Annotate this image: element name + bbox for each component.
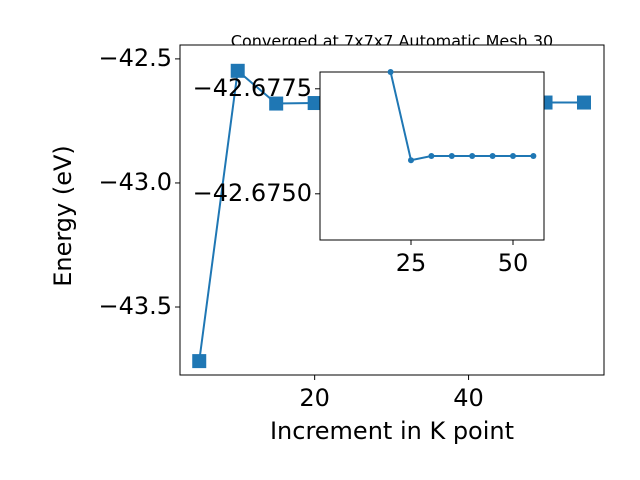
marker [307,96,322,111]
marker [448,153,455,159]
x-tick-label: 20 [299,384,330,412]
series-line [389,71,534,162]
x-axis-label: Increment in K point [270,417,514,445]
y-tick-label: −42.6750 [193,179,312,207]
marker [192,354,207,369]
marker [469,153,476,159]
y-tick-label: −42.5 [98,44,172,72]
marker [428,153,435,159]
marker [407,157,414,164]
marker [489,153,496,159]
marker [230,63,245,78]
x-tick-label: 40 [453,384,484,412]
marker [509,153,516,159]
marker [576,95,591,110]
x-tick-label: 50 [498,249,529,277]
marker [269,96,284,111]
marker [387,69,394,75]
y-tick-label: −43.5 [98,292,172,320]
y-tick-label: −42.6775 [193,74,312,102]
x-tick-label: 25 [396,249,427,277]
y-axis-label: Energy (eV) [49,145,77,287]
marker [530,153,537,159]
y-tick-label: −43.0 [98,168,172,196]
